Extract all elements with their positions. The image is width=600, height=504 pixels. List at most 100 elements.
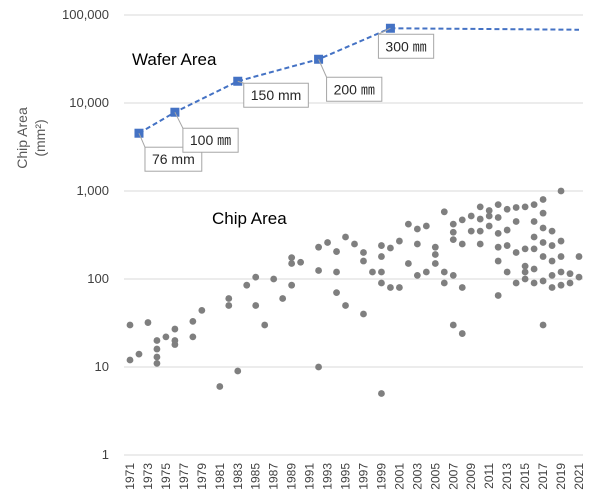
chip-point bbox=[440, 208, 448, 216]
chip-point bbox=[342, 302, 349, 309]
chip-point bbox=[135, 350, 143, 358]
chip-point bbox=[539, 253, 547, 260]
chip-point bbox=[530, 279, 538, 287]
chip-point bbox=[548, 271, 556, 279]
chip-point bbox=[557, 253, 565, 260]
y-tick-label: 1,000 bbox=[76, 183, 109, 198]
chip-point bbox=[530, 218, 538, 225]
chip-point bbox=[315, 267, 322, 274]
chip-point bbox=[413, 240, 421, 248]
chip-point bbox=[378, 390, 385, 397]
wafer-size-callout: 150 mm bbox=[237, 80, 309, 108]
chip-point bbox=[315, 243, 322, 251]
chip-point bbox=[566, 270, 574, 278]
x-tick-label: 1995 bbox=[339, 463, 353, 490]
chip-point bbox=[494, 201, 502, 209]
chip-point bbox=[530, 233, 538, 241]
chip-point bbox=[126, 321, 134, 329]
x-tick-label: 1985 bbox=[249, 463, 263, 490]
chip-point bbox=[162, 333, 170, 341]
chip-point bbox=[404, 220, 412, 228]
chip-point bbox=[494, 229, 502, 237]
chip-point bbox=[369, 268, 376, 276]
chip-point bbox=[512, 249, 520, 256]
chip-point bbox=[378, 268, 385, 276]
chip-point bbox=[539, 209, 547, 217]
chip-point bbox=[396, 284, 403, 291]
chip-point bbox=[503, 226, 511, 234]
chip-point bbox=[467, 212, 475, 220]
chip-point bbox=[288, 281, 296, 289]
chip-point bbox=[351, 240, 358, 248]
wafer-trend-line bbox=[138, 27, 391, 135]
chip-point bbox=[252, 273, 260, 281]
x-axis-ticks: 1971 1973 1975 1977 1979 1981 1983 1985 1987 1989… bbox=[123, 463, 586, 490]
chip-point bbox=[360, 249, 367, 256]
chip-point bbox=[467, 227, 475, 235]
chip-point bbox=[494, 292, 502, 299]
chip-point bbox=[171, 337, 179, 344]
chip-point bbox=[261, 321, 269, 329]
chip-point bbox=[315, 363, 322, 371]
x-tick-label: 1999 bbox=[374, 463, 388, 490]
chip-point bbox=[530, 201, 538, 209]
chip-point bbox=[153, 359, 161, 367]
chip-point bbox=[449, 228, 457, 236]
chip-point bbox=[512, 204, 520, 211]
chip-point bbox=[458, 216, 466, 224]
chip-point bbox=[413, 225, 421, 233]
chip-point bbox=[512, 218, 520, 225]
x-tick-label: 1977 bbox=[177, 463, 191, 490]
wafer-size-callout: 300 ㎜ bbox=[377, 27, 435, 59]
chip-point bbox=[216, 383, 224, 390]
chip-point bbox=[279, 295, 287, 302]
chip-point bbox=[476, 240, 484, 248]
chip-point bbox=[171, 325, 179, 333]
x-tick-label: 1973 bbox=[141, 463, 155, 490]
chip-point bbox=[449, 271, 457, 279]
wafer-size-label: 300 ㎜ bbox=[385, 38, 426, 54]
chip-point bbox=[333, 268, 340, 276]
chip-point bbox=[557, 237, 565, 245]
chip-point bbox=[378, 253, 385, 260]
gridlines bbox=[124, 14, 583, 456]
chip-point bbox=[521, 245, 529, 253]
chip-point bbox=[530, 245, 538, 253]
chip-point bbox=[404, 260, 412, 267]
chip-point bbox=[539, 321, 547, 329]
chip-point bbox=[288, 260, 296, 267]
chip-point bbox=[387, 284, 394, 291]
x-tick-label: 1983 bbox=[231, 463, 245, 490]
chip-point bbox=[458, 330, 466, 337]
x-tick-label: 1997 bbox=[356, 463, 370, 490]
chip-point bbox=[225, 295, 233, 302]
chip-point bbox=[548, 284, 556, 291]
y-axis-ticks: 1 10 100 1,000 10,000 100,000 bbox=[62, 7, 109, 462]
x-tick-label: 2007 bbox=[446, 463, 460, 490]
chip-point bbox=[485, 212, 493, 220]
chip-point bbox=[333, 248, 340, 255]
chip-point bbox=[431, 260, 439, 267]
y-tick-label: 100,000 bbox=[62, 7, 109, 22]
chip-point bbox=[198, 306, 206, 314]
chip-point bbox=[539, 239, 547, 246]
chip-point bbox=[153, 345, 161, 353]
chip-point bbox=[189, 333, 197, 341]
chip-point bbox=[225, 302, 233, 309]
chip-point bbox=[440, 268, 448, 276]
x-tick-label: 2005 bbox=[428, 463, 442, 490]
x-tick-label: 1993 bbox=[321, 463, 335, 490]
chip-point bbox=[144, 319, 152, 326]
chip-point bbox=[288, 254, 296, 262]
x-tick-label: 1975 bbox=[159, 463, 173, 490]
chip-point bbox=[566, 279, 574, 287]
chip-point bbox=[378, 279, 385, 287]
x-tick-label: 2015 bbox=[518, 463, 532, 490]
wafer-size-callout: 100 ㎜ bbox=[174, 112, 239, 153]
chip-point bbox=[360, 310, 367, 318]
chip-point bbox=[575, 273, 583, 281]
chip-point bbox=[503, 205, 511, 213]
y-axis-title: Chip Area bbox=[14, 107, 30, 169]
chip-point bbox=[396, 237, 403, 245]
